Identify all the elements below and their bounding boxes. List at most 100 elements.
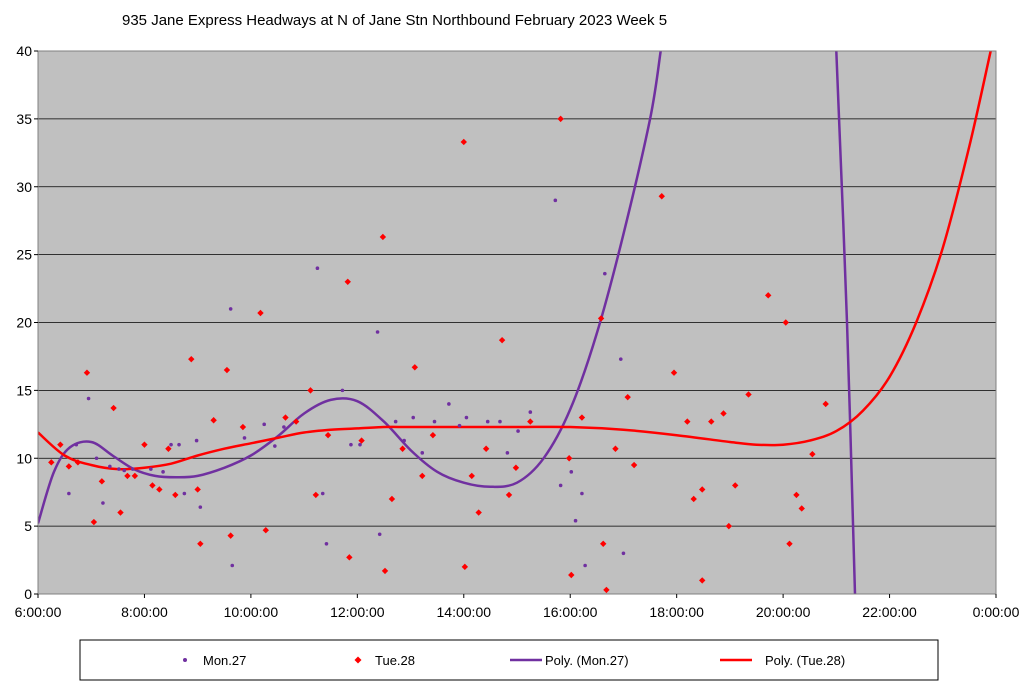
data-point-1	[149, 482, 156, 489]
data-point-0	[324, 541, 329, 546]
x-axis: 6:00:00 8:00:00 10:00:00 12:00:00 14:00:00 16…	[15, 594, 1020, 620]
data-point-1	[475, 509, 482, 516]
data-point-1	[568, 571, 575, 579]
data-point-0	[516, 429, 520, 433]
data-point-1	[720, 410, 727, 417]
data-point-0	[262, 422, 266, 427]
y-tick-label: 25	[16, 247, 32, 263]
data-point-1	[210, 417, 217, 424]
data-point-1	[381, 567, 389, 575]
y-tick-label: 20	[16, 315, 32, 331]
y-tick-label: 35	[16, 111, 32, 127]
data-point-0	[411, 415, 416, 420]
y-tick-label: 30	[16, 179, 32, 195]
y-axis: 0 5 10 15 20 25 30 35 40	[16, 43, 38, 602]
data-point-0	[177, 442, 181, 447]
data-point-1	[239, 423, 247, 431]
data-point-1	[117, 509, 124, 516]
data-point-0	[349, 442, 353, 447]
data-point-1	[399, 445, 406, 452]
data-point-0	[122, 468, 127, 473]
data-point-1	[262, 526, 269, 534]
data-point-1	[110, 404, 117, 412]
data-point-1	[612, 445, 619, 452]
data-point-0	[86, 396, 91, 401]
x-tick-label: 18:00:00	[649, 604, 704, 620]
data-point-1	[379, 233, 387, 241]
trendline-2	[38, 51, 662, 524]
data-point-0	[505, 451, 510, 455]
data-point-1	[90, 518, 98, 526]
x-tick-label: 10:00:00	[224, 604, 279, 620]
data-point-1	[600, 540, 607, 547]
data-point-0	[528, 410, 533, 414]
data-point-0	[169, 442, 173, 447]
data-point-1	[597, 315, 605, 322]
data-point-1	[699, 486, 706, 493]
y-tick-label: 15	[16, 382, 32, 398]
data-point-1	[227, 532, 234, 539]
legend-symbol	[183, 658, 187, 662]
data-point-1	[690, 495, 697, 503]
data-point-1	[165, 445, 172, 452]
data-point-1	[48, 459, 55, 466]
data-point-0	[74, 442, 79, 447]
data-point-0	[621, 551, 626, 556]
data-point-1	[745, 391, 752, 398]
legend-label: Mon.27	[203, 653, 246, 668]
data-point-0	[618, 357, 623, 361]
data-point-1	[782, 319, 789, 326]
data-point-0	[603, 271, 607, 276]
data-point-0	[583, 563, 587, 568]
data-point-1	[312, 491, 320, 499]
data-point-1	[708, 418, 715, 425]
data-point-1	[156, 486, 163, 493]
data-point-0	[101, 501, 105, 505]
data-point-1	[732, 482, 739, 489]
data-point-1	[292, 418, 300, 425]
data-point-1	[197, 540, 204, 547]
data-point-1	[684, 418, 691, 425]
data-point-1	[565, 455, 573, 462]
data-point-1	[344, 278, 351, 285]
data-point-1	[141, 441, 148, 448]
data-point-0	[377, 532, 382, 537]
data-point-0	[393, 419, 398, 424]
data-point-1	[786, 540, 793, 547]
data-point-0	[94, 456, 99, 461]
data-point-0	[282, 425, 286, 429]
data-point-1	[194, 486, 201, 493]
data-point-1	[658, 193, 665, 200]
data-point-1	[83, 369, 91, 376]
legend-label: Poly. (Tue.28)	[765, 653, 845, 668]
x-tick-label: 20:00:00	[756, 604, 811, 620]
data-point-1	[172, 491, 179, 499]
data-point-0	[375, 330, 380, 334]
data-point-1	[809, 450, 816, 458]
y-tick-label: 40	[16, 43, 32, 59]
legend: Mon.27 Tue.28 Poly. (Mon.27) Poly. (Tue.28)	[79, 639, 939, 681]
data-point-1	[188, 355, 195, 363]
data-point-1	[725, 522, 733, 530]
data-point-1	[670, 369, 678, 376]
data-point-1	[124, 472, 131, 480]
data-point-0	[149, 467, 153, 471]
data-point-1	[603, 586, 610, 594]
data-point-0	[457, 423, 462, 428]
data-point-0	[228, 307, 233, 311]
data-point-1	[699, 577, 706, 584]
data-point-1	[307, 387, 314, 394]
y-tick-label: 10	[16, 450, 32, 466]
data-point-1	[346, 554, 353, 561]
data-point-0	[198, 505, 203, 509]
data-point-1	[57, 441, 64, 448]
data-point-0	[447, 402, 451, 406]
data-point-0	[242, 436, 247, 440]
data-point-1	[527, 418, 534, 425]
data-point-1	[512, 464, 520, 471]
data-point-0	[130, 467, 135, 471]
data-point-1	[624, 393, 631, 401]
data-point-1	[257, 309, 264, 317]
data-point-1	[482, 445, 490, 452]
data-point-1	[131, 472, 139, 480]
